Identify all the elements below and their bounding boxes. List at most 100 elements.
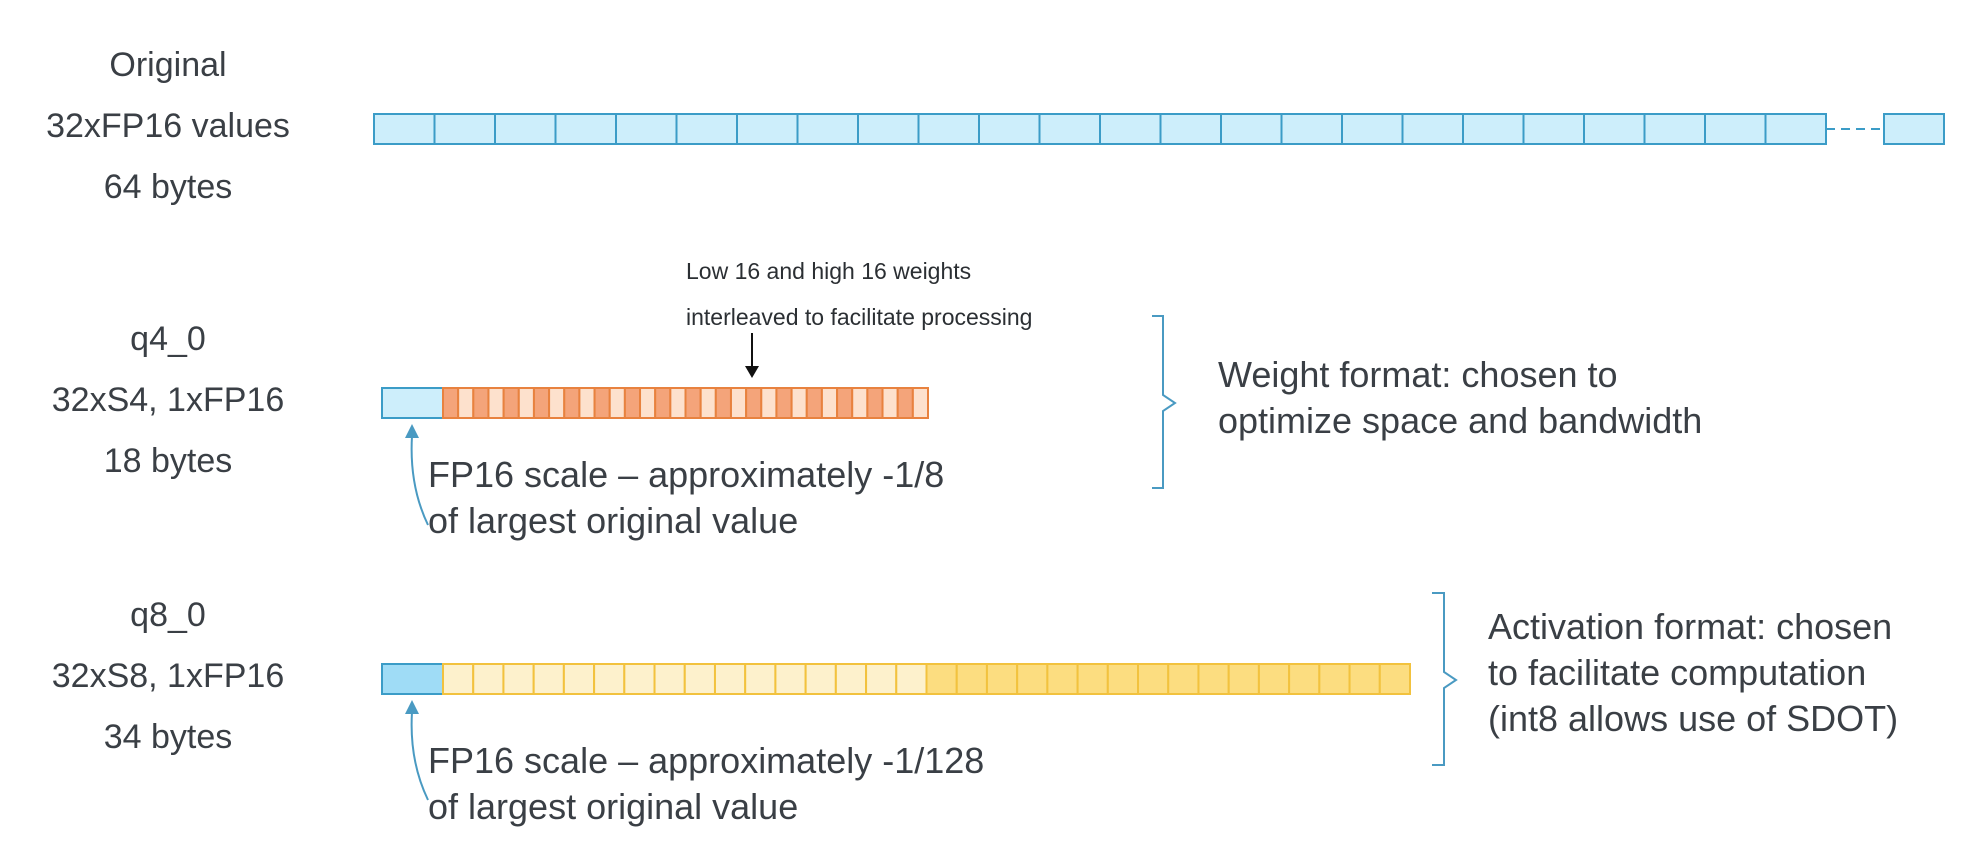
- s8-cell: [442, 663, 475, 695]
- original-cell: [978, 113, 1041, 145]
- s4-cell: [911, 387, 929, 419]
- s4-cell: [532, 387, 551, 419]
- s4-cell: [714, 387, 732, 419]
- s8-cell: [1137, 663, 1170, 695]
- q4-scale-note-line2: of largest original value: [428, 500, 799, 541]
- s8-cell: [1348, 663, 1381, 695]
- s4-cell: [548, 387, 566, 419]
- s8-cell: [774, 663, 807, 695]
- s4-cell: [608, 387, 626, 419]
- q4-s4-bar: [442, 387, 929, 419]
- s8-cell: [1076, 663, 1109, 695]
- s8-cell: [834, 663, 868, 695]
- original-cell: [615, 113, 678, 145]
- s4-cell: [563, 387, 581, 419]
- s4-cell: [866, 387, 884, 419]
- original-cell: [1159, 113, 1222, 145]
- s4-cell: [457, 387, 475, 419]
- q4-title: q4_0: [130, 320, 206, 358]
- s4-cell: [654, 387, 672, 419]
- q8-scale-note-line1: FP16 scale – approximately -1/128: [428, 740, 985, 781]
- q4-scale-cell: [381, 387, 444, 419]
- s8-cell: [744, 663, 777, 695]
- s8-cell: [653, 663, 686, 695]
- original-cell: [1038, 113, 1101, 145]
- q4-scale-note-line1: FP16 scale – approximately -1/8: [428, 454, 945, 495]
- q4-format: 32xS4, 1xFP16: [51, 381, 285, 419]
- original-cell: [1764, 113, 1827, 145]
- s4-cell: [699, 387, 717, 419]
- s4-cell: [775, 387, 793, 419]
- original-cell: [433, 113, 496, 145]
- s4-cell: [745, 387, 763, 419]
- weight-format-line1: Weight format: chosen to: [1218, 354, 1618, 395]
- activation-format-line2: to facilitate computation: [1488, 652, 1867, 693]
- weight-format-line2: optimize space and bandwidth: [1218, 400, 1703, 441]
- s8-cell: [804, 663, 837, 695]
- s4-cell: [729, 387, 748, 419]
- q8-format: 32xS8, 1xFP16: [51, 657, 285, 695]
- s8-cell: [925, 663, 958, 695]
- s8-cell: [472, 663, 505, 695]
- interleave-note-line2: interleaved to facilitate processing: [686, 304, 1033, 330]
- s8-cell: [1227, 663, 1260, 695]
- q8-label-group: q8_0 32xS8, 1xFP16 34 bytes: [3, 585, 333, 768]
- s8-cell: [1046, 663, 1079, 695]
- s4-cell: [442, 387, 460, 419]
- q4-scale-pointer-head: [405, 424, 419, 438]
- s4-cell: [836, 387, 854, 419]
- s8-cell: [895, 663, 928, 695]
- original-cell: [1220, 113, 1283, 145]
- activation-format-line1: Activation format: chosen: [1488, 606, 1893, 647]
- s8-cell: [1106, 663, 1140, 695]
- original-cell: [1462, 113, 1525, 145]
- q8-scale-pointer-head: [405, 700, 419, 714]
- activation-format-note: Activation format: chosen to facilitate …: [1488, 604, 1898, 742]
- s8-cell: [1288, 663, 1321, 695]
- original-cell: [554, 113, 617, 145]
- s8-cell: [865, 663, 898, 695]
- s4-cell: [487, 387, 505, 419]
- q8-scale-cell: [381, 663, 444, 695]
- original-cell: [1401, 113, 1464, 145]
- s4-cell: [517, 387, 535, 419]
- original-cell: [1522, 113, 1585, 145]
- original-size: 64 bytes: [103, 168, 233, 206]
- s8-cell: [1257, 663, 1291, 695]
- s8-cell: [623, 663, 656, 695]
- q4-scale-note: FP16 scale – approximately -1/8 of large…: [428, 452, 944, 544]
- s8-cell: [532, 663, 565, 695]
- interleave-note: Low 16 and high 16 weights interleaved t…: [686, 248, 1032, 340]
- original-fp16-bar: [373, 113, 1827, 145]
- original-cell: [917, 113, 980, 145]
- original-format: 32xFP16 values: [46, 107, 290, 145]
- original-cell: [796, 113, 859, 145]
- s4-cell: [881, 387, 899, 419]
- s8-cell: [1378, 663, 1411, 695]
- s8-cell: [1318, 663, 1351, 695]
- s8-cell: [562, 663, 596, 695]
- original-cell: [675, 113, 738, 145]
- s4-cell: [578, 387, 596, 419]
- original-cell: [1643, 113, 1706, 145]
- interleave-arrowhead: [745, 366, 759, 378]
- q8-scale-pointer: [410, 711, 429, 801]
- q8-size: 34 bytes: [103, 718, 233, 756]
- original-cell: [1099, 113, 1162, 145]
- s8-cell: [683, 663, 716, 695]
- s4-cell: [639, 387, 657, 419]
- weight-format-brace: [1152, 315, 1177, 489]
- q4-label-group: q4_0 32xS4, 1xFP16 18 bytes: [3, 309, 333, 492]
- s4-cell: [851, 387, 869, 419]
- s4-cell: [684, 387, 702, 419]
- original-cell: [373, 113, 436, 145]
- s4-cell: [669, 387, 687, 419]
- s4-cell: [820, 387, 839, 419]
- original-title: Original: [109, 46, 227, 84]
- s8-cell: [502, 663, 535, 695]
- q8-s8-bar: [442, 663, 1411, 695]
- s4-cell: [472, 387, 490, 419]
- original-cell: [494, 113, 557, 145]
- s4-cell: [502, 387, 520, 419]
